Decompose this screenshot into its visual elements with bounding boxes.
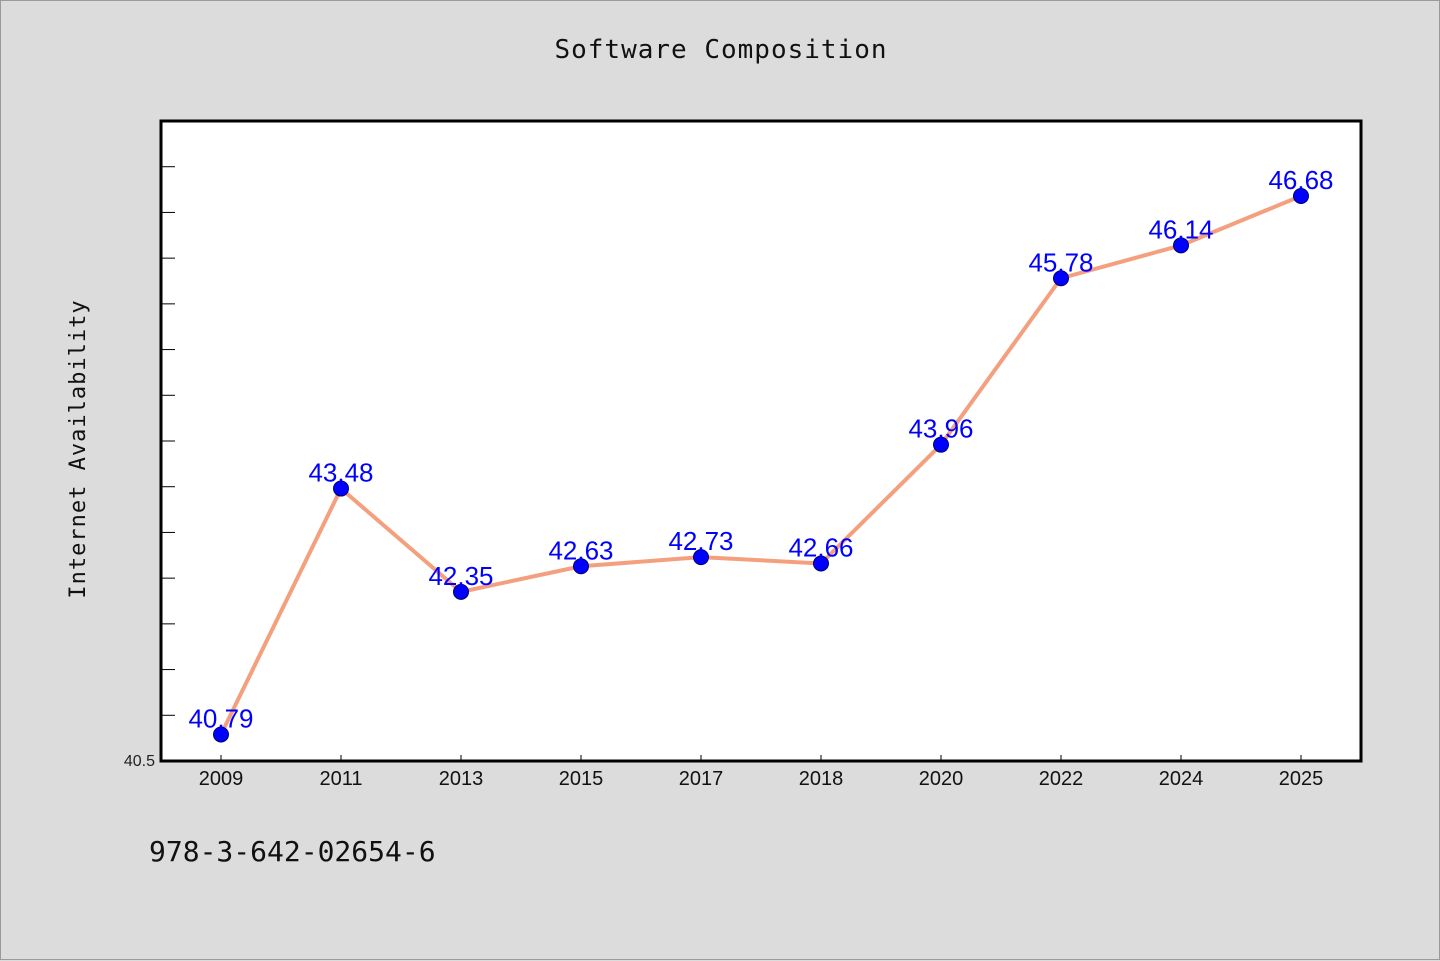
data-label: 42.63 [548, 535, 613, 565]
x-tick-label: 2015 [559, 768, 604, 790]
data-label: 45.78 [1028, 247, 1093, 277]
data-point [213, 726, 229, 743]
data-label: 42.73 [668, 526, 733, 556]
x-tick-label: 2009 [199, 768, 244, 790]
x-tick-label: 2020 [919, 768, 964, 790]
data-point [1053, 270, 1069, 287]
x-tick-label: 2011 [319, 768, 362, 790]
x-tick-label: 2013 [439, 768, 484, 790]
data-label: 46.14 [1148, 214, 1213, 244]
data-label: 43.96 [908, 414, 973, 444]
chart-title: Software Composition [554, 35, 888, 65]
y-axis-label: Internet Availability [66, 299, 91, 598]
data-point [573, 558, 589, 575]
x-tick-label: 2024 [1159, 768, 1204, 790]
plot-area [161, 121, 1361, 761]
data-point [1293, 187, 1309, 204]
data-label: 43.48 [308, 458, 373, 488]
data-label: 42.66 [788, 533, 853, 563]
footer-code: 978-3-642-02654-6 [149, 835, 436, 868]
data-point [333, 480, 349, 497]
data-point [693, 549, 709, 566]
data-point [453, 583, 469, 600]
series-line [219, 193, 1303, 737]
data-point [933, 436, 949, 453]
data-point [1173, 237, 1189, 254]
data-point [813, 555, 829, 572]
x-tick-label: 2018 [799, 768, 844, 790]
x-tick-label: 2022 [1039, 768, 1084, 790]
plot-border [159, 119, 1363, 763]
x-tick-label: 2017 [679, 768, 724, 790]
data-label: 46.68 [1268, 165, 1333, 195]
x-tick-label: 2025 [1279, 768, 1324, 790]
data-label: 42.35 [428, 561, 493, 591]
y-tick-label: 40.5 [124, 753, 155, 770]
data-label: 40.79 [188, 703, 253, 733]
